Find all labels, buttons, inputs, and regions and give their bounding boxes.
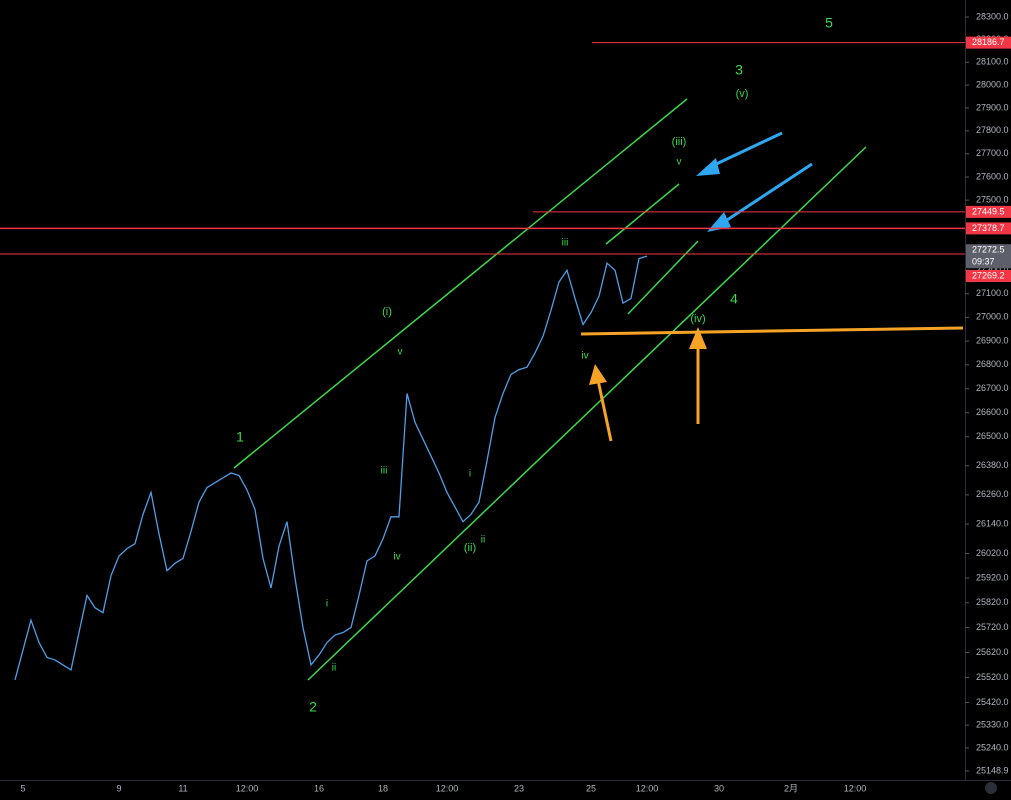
countdown: 09:37 (972, 257, 995, 267)
wave-label: iii (381, 466, 388, 477)
y-tick-label: 26800.0 (976, 359, 1009, 369)
y-tick-label: 27100.0 (976, 288, 1009, 298)
y-tick-label: 25820.0 (976, 597, 1009, 607)
y-tick-label: 26600.0 (976, 407, 1009, 417)
auto-scale-button[interactable] (985, 782, 997, 794)
x-tick-label: 5 (20, 783, 25, 793)
price-line (14, 255, 648, 681)
y-tick-label: 27700.0 (976, 148, 1009, 158)
y-tick-label: 27500.0 (976, 195, 1009, 205)
wave-label: 5 (825, 15, 833, 31)
arrow-head (707, 212, 731, 232)
x-tick-label: 23 (514, 783, 524, 793)
price-label: 28186.7 (972, 37, 1005, 47)
y-tick-label: 25520.0 (976, 672, 1009, 682)
y-tick-label: 28100.0 (976, 57, 1009, 67)
wave-label: 1 (236, 429, 244, 445)
x-tick-label: 25 (586, 783, 596, 793)
y-tick-label: 26500.0 (976, 431, 1009, 441)
wave-label: (i) (382, 306, 392, 318)
wave-label: (ii) (464, 542, 476, 554)
y-tick-label: 25720.0 (976, 622, 1009, 632)
y-tick-label: 27000.0 (976, 312, 1009, 322)
x-tick-label: 12:00 (436, 783, 459, 793)
y-tick-label: 26380.0 (976, 460, 1009, 470)
y-tick-label: 27800.0 (976, 125, 1009, 135)
price-label: 27272.5 (972, 245, 1005, 255)
price-label-box (966, 269, 1011, 282)
price-label-box (966, 36, 1011, 49)
wave-label: 4 (730, 291, 738, 307)
price-label-box (966, 244, 1011, 269)
wave-label: ii (481, 535, 485, 546)
price-label: 27269.2 (972, 270, 1005, 280)
trend-line (627, 240, 699, 315)
auto-button[interactable] (985, 782, 997, 794)
wave-label: (iv) (690, 313, 705, 325)
x-tick-label: 12:00 (236, 783, 259, 793)
y-tick-label: 28300.0 (976, 11, 1009, 21)
wave-label: i (469, 469, 471, 480)
y-tick-label: 25420.0 (976, 697, 1009, 707)
arrow-head (696, 158, 720, 176)
wave-label: (v) (736, 88, 749, 100)
x-tick-label: 9 (116, 783, 121, 793)
y-tick-label: 27900.0 (976, 102, 1009, 112)
x-tick-label: 18 (378, 783, 388, 793)
y-tick-label: 26700.0 (976, 383, 1009, 393)
y-tick-label: 28000.0 (976, 79, 1009, 89)
wave-label: v (677, 157, 682, 168)
plot (14, 255, 648, 681)
wave-label: i (326, 599, 328, 610)
y-tick-label: 25148.9 (976, 765, 1009, 775)
wave-label: iv (581, 351, 588, 362)
trend-line (307, 146, 867, 681)
y-tick-label: 25240.0 (976, 742, 1009, 752)
arrow (596, 379, 613, 442)
y-tick-label: 27200.0 (976, 265, 1009, 275)
y-tick-label: 26020.0 (976, 548, 1009, 558)
price-label: 27449.5 (972, 206, 1005, 216)
trend-line (605, 183, 680, 245)
y-tick-label: 26140.0 (976, 518, 1009, 528)
x-tick-label: 30 (714, 783, 724, 793)
x-tick-label: 11 (178, 783, 187, 793)
arrow-head (689, 327, 707, 349)
y-tick-label: 25330.0 (976, 720, 1009, 730)
price-label-box (966, 205, 1011, 218)
wave-label: (iii) (672, 136, 687, 148)
y-tick-label: 26260.0 (976, 489, 1009, 499)
wave-label: iii (562, 238, 569, 249)
channel-lines (233, 98, 867, 681)
wave-label: v (398, 347, 403, 358)
arrow (711, 131, 783, 168)
wave-label: 2 (309, 699, 317, 715)
y-tick-label: 27600.0 (976, 171, 1009, 181)
price-label: 27378.7 (972, 223, 1005, 233)
x-tick-label: 12:00 (844, 783, 867, 793)
x-tick-label: 16 (314, 783, 324, 793)
y-tick-label: 25620.0 (976, 647, 1009, 657)
y-tick-label: 25920.0 (976, 572, 1009, 582)
support-line (580, 326, 964, 336)
x-tick-label: 2月 (784, 783, 798, 793)
y-tick-label: 26900.0 (976, 335, 1009, 345)
wave-label: iv (393, 552, 400, 563)
price-label-box (966, 222, 1011, 235)
x-tick-label: 12:00 (636, 783, 659, 793)
wave-label: ii (332, 663, 336, 674)
wave-label: 3 (735, 62, 743, 78)
arrow-head (589, 364, 607, 385)
trend-line (233, 98, 688, 469)
